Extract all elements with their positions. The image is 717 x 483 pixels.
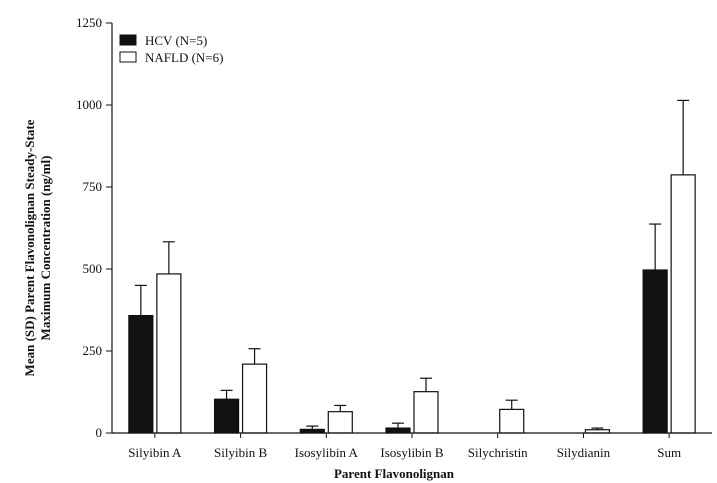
y-tick-label: 1000 bbox=[76, 97, 102, 112]
x-tick-label: Isosylibin B bbox=[380, 445, 444, 460]
bar-hcv bbox=[642, 269, 668, 434]
bar-hcv bbox=[128, 314, 154, 434]
y-axis-ticks bbox=[106, 22, 112, 434]
bar-nafld bbox=[670, 174, 696, 434]
y-tick-label: 1250 bbox=[76, 15, 102, 30]
x-axis-title: Parent Flavonolignan bbox=[334, 466, 455, 481]
bar-nafld bbox=[499, 408, 525, 434]
y-tick-label: 250 bbox=[83, 343, 103, 358]
bars bbox=[128, 99, 696, 434]
legend: HCV (N=5) NAFLD (N=6) bbox=[119, 33, 223, 65]
y-tick-label: 0 bbox=[96, 425, 103, 440]
axes bbox=[111, 23, 712, 434]
legend-swatch-hcv bbox=[119, 34, 137, 46]
legend-label-nafld: NAFLD (N=6) bbox=[145, 50, 223, 65]
x-tick-label: Sum bbox=[657, 445, 681, 460]
bar-nafld bbox=[413, 391, 439, 434]
y-axis-title-line-2: Maximum Concentration (ng/ml) bbox=[38, 156, 53, 341]
bar-nafld bbox=[241, 363, 268, 434]
x-tick-label: Silyibin A bbox=[128, 445, 182, 460]
legend-swatch-nafld bbox=[119, 51, 137, 63]
bar-hcv bbox=[213, 398, 240, 434]
x-tick-label: Silyibin B bbox=[214, 445, 267, 460]
x-tick-labels: Silyibin A Silyibin B Isosylibin A Isosylib… bbox=[128, 433, 681, 460]
x-tick-label: Silychristin bbox=[468, 445, 528, 460]
x-tick-label: Isosylibin A bbox=[295, 445, 359, 460]
y-axis-title-line-1: Mean (SD) Parent Flavonolignan Steady-St… bbox=[22, 119, 37, 376]
y-tick-label: 750 bbox=[83, 179, 103, 194]
legend-label-hcv: HCV (N=5) bbox=[145, 33, 207, 48]
bar-hcv bbox=[385, 427, 411, 434]
y-tick-labels: 0 250 500 750 1000 1250 bbox=[76, 15, 102, 440]
bar-nafld bbox=[156, 273, 182, 434]
y-tick-label: 500 bbox=[83, 261, 103, 276]
y-axis-title: Mean (SD) Parent Flavonolignan Steady-St… bbox=[22, 119, 53, 376]
x-tick-label: Silydianin bbox=[557, 445, 611, 460]
bar-nafld bbox=[327, 411, 353, 434]
